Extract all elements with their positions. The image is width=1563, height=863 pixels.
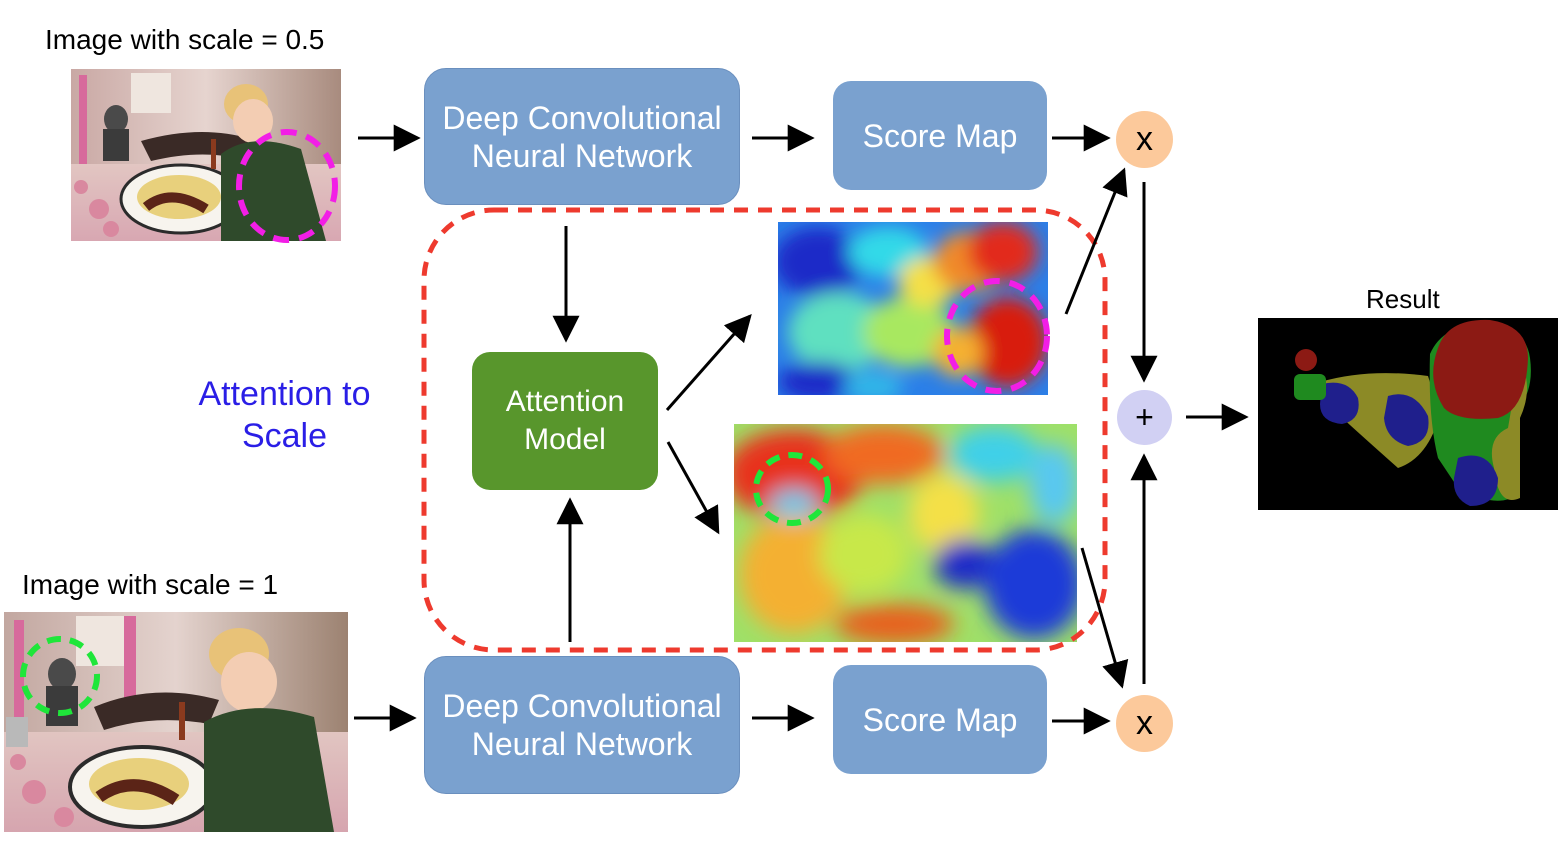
dcnn-top-label-line1: Deep Convolutional: [442, 99, 722, 136]
score-map-top-label: Score Map: [862, 117, 1018, 154]
arrow-heatmap-top-to-multiply: [1064, 167, 1128, 315]
attention-heatmap-scale-0.5: [778, 222, 1048, 395]
score-map-bottom-box: Score Map: [833, 665, 1047, 774]
attention-to-scale-title: Attention to Scale: [182, 373, 387, 457]
input-image-scale-0.5: [71, 69, 341, 241]
multiply-bottom-symbol: x: [1136, 704, 1153, 742]
dcnn-bottom-box: Deep Convolutional Neural Network: [424, 656, 740, 794]
multiply-top-node: x: [1116, 111, 1173, 168]
bottom-input-label: Image with scale = 1: [22, 569, 279, 600]
attention-title-line2: Scale: [241, 417, 328, 455]
dcnn-bottom-label-line1: Deep Convolutional: [442, 688, 722, 724]
attention-model-line1: Attention: [505, 385, 625, 418]
sum-node: +: [1117, 390, 1172, 445]
highlight-ellipse-magenta-heatmap: [944, 278, 1050, 394]
multiply-bottom-node: x: [1116, 695, 1173, 752]
sum-symbol: +: [1135, 399, 1154, 435]
input-image-scale-1: [4, 612, 348, 832]
result-label: Result: [1366, 284, 1440, 314]
top-input-label: Image with scale = 0.5: [45, 24, 325, 55]
arrow-attention-to-heatmap-top: [665, 313, 752, 411]
attention-model-line2: Model: [524, 423, 606, 456]
arrow-attention-to-heatmap-bottom: [666, 441, 720, 535]
dcnn-top-box: Deep Convolutional Neural Network: [424, 68, 740, 205]
attention-title-line1: Attention to: [198, 375, 371, 413]
attention-region-dashed-border: [421, 207, 1108, 653]
highlight-ellipse-magenta-image: [236, 129, 338, 243]
dcnn-bottom-label-line2: Neural Network: [471, 726, 693, 762]
attention-model-box: Attention Model: [472, 352, 658, 490]
score-map-top-box: Score Map: [833, 81, 1047, 190]
highlight-ellipse-green-image: [20, 636, 100, 716]
multiply-top-symbol: x: [1136, 120, 1153, 158]
result-segmentation: [1258, 318, 1558, 510]
highlight-ellipse-green-heatmap: [753, 452, 831, 526]
dcnn-top-label-line2: Neural Network: [471, 137, 693, 174]
attention-heatmap-scale-1: [734, 424, 1077, 642]
arrow-heatmap-bottom-to-multiply: [1080, 547, 1129, 689]
score-map-bottom-label: Score Map: [862, 701, 1018, 738]
